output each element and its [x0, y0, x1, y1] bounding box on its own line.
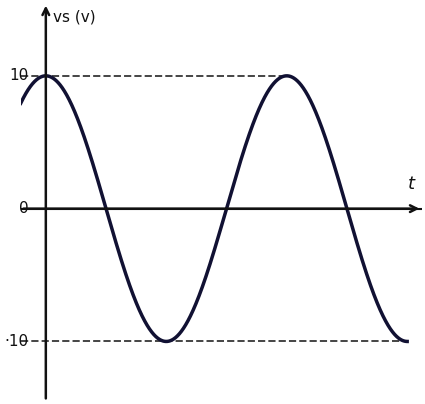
Text: ·10: ·10: [4, 334, 28, 349]
Text: vs (v): vs (v): [54, 9, 96, 24]
Text: t: t: [408, 175, 415, 193]
Text: 0: 0: [19, 201, 28, 216]
Text: 10: 10: [9, 68, 28, 83]
